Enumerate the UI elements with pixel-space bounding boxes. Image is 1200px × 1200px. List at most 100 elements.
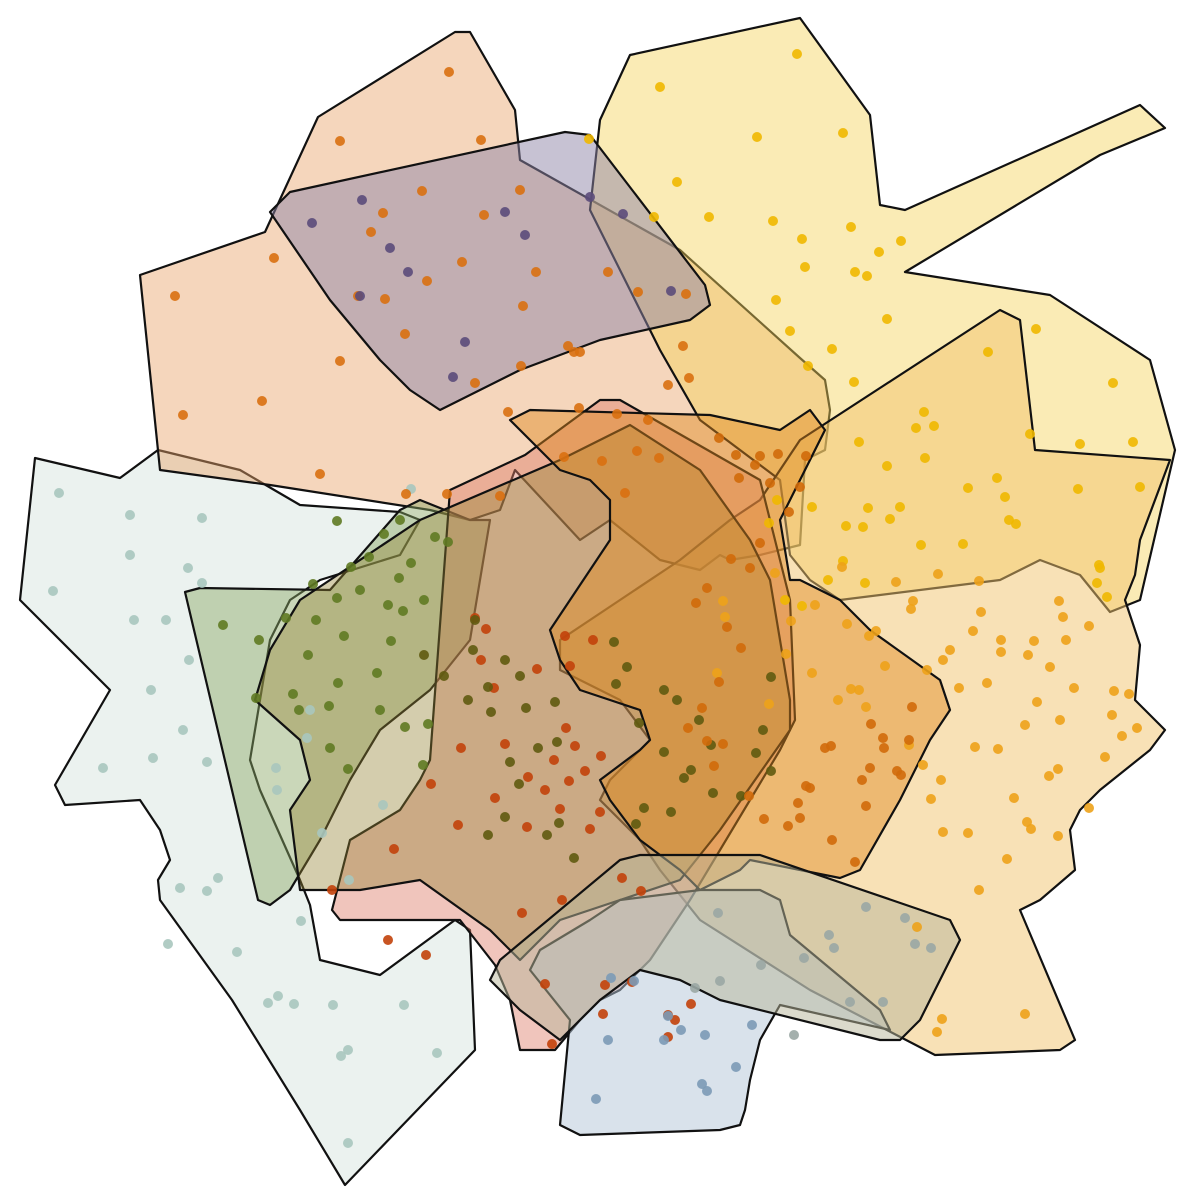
point-olive-brown	[694, 715, 704, 725]
point-yellow	[1025, 429, 1035, 439]
point-mint	[271, 763, 281, 773]
point-olive-brown	[766, 766, 776, 776]
point-light-orange	[996, 647, 1006, 657]
point-olive-brown	[554, 818, 564, 828]
point-salmon-red	[588, 635, 598, 645]
point-light-orange	[932, 1027, 942, 1037]
point-mint	[432, 1048, 442, 1058]
point-light-orange	[1132, 723, 1142, 733]
point-steel-blue	[731, 1062, 741, 1072]
point-mint	[125, 510, 135, 520]
point-light-orange	[963, 828, 973, 838]
point-peach	[518, 301, 528, 311]
point-salmon-red	[570, 741, 580, 751]
point-steel-blue	[603, 1035, 613, 1045]
point-slate-purple	[460, 337, 470, 347]
point-light-orange	[926, 794, 936, 804]
point-light-orange	[908, 596, 918, 606]
point-yellow	[797, 234, 807, 244]
point-stone	[878, 997, 888, 1007]
point-mint	[272, 785, 282, 795]
point-salmon-red	[560, 631, 570, 641]
point-yellow	[1031, 324, 1041, 334]
point-salmon-red	[565, 661, 575, 671]
point-salmon-red	[561, 723, 571, 733]
point-mint	[232, 947, 242, 957]
region-olive-green	[183, 498, 492, 907]
point-salmon-red	[549, 755, 559, 765]
point-yellow	[846, 222, 856, 232]
point-light-orange	[1002, 854, 1012, 864]
point-slate-purple	[585, 192, 595, 202]
point-peach	[422, 276, 432, 286]
region-slate-purple	[268, 130, 712, 412]
point-salmon-red	[481, 624, 491, 634]
point-mint	[328, 1000, 338, 1010]
point-light-orange	[1026, 824, 1036, 834]
point-light-orange	[861, 702, 871, 712]
point-mint	[378, 800, 388, 810]
point-yellow	[1073, 484, 1083, 494]
point-peach	[476, 135, 486, 145]
point-mint	[54, 488, 64, 498]
point-olive-green	[218, 620, 228, 630]
point-olive-brown	[672, 695, 682, 705]
point-salmon-red	[532, 664, 542, 674]
point-amber	[718, 739, 728, 749]
point-amber	[750, 460, 760, 470]
point-yellow	[752, 132, 762, 142]
point-olive-green	[418, 760, 428, 770]
point-olive-brown	[708, 788, 718, 798]
point-peach	[516, 361, 526, 371]
point-stone	[861, 902, 871, 912]
point-peach	[574, 403, 584, 413]
point-salmon-red	[686, 999, 696, 1009]
point-salmon-red	[540, 979, 550, 989]
point-slate-purple	[500, 207, 510, 217]
point-mint	[273, 991, 283, 1001]
point-mint	[317, 828, 327, 838]
point-salmon-red	[564, 776, 574, 786]
point-light-orange	[1117, 731, 1127, 741]
point-mint	[343, 1045, 353, 1055]
point-peach	[643, 415, 653, 425]
point-light-orange	[1107, 710, 1117, 720]
point-light-orange	[1109, 686, 1119, 696]
point-olive-green	[379, 529, 389, 539]
point-light-orange	[1084, 621, 1094, 631]
point-olive-brown	[751, 748, 761, 758]
point-olive-green	[398, 606, 408, 616]
point-amber	[801, 781, 811, 791]
point-salmon-red	[383, 935, 393, 945]
point-olive-green	[355, 585, 365, 595]
point-olive-brown	[609, 637, 619, 647]
point-olive-green	[395, 515, 405, 525]
point-amber	[734, 473, 744, 483]
point-peach	[442, 489, 452, 499]
point-yellow	[895, 502, 905, 512]
point-peach	[632, 446, 642, 456]
point-mint	[163, 939, 173, 949]
point-yellow	[958, 539, 968, 549]
point-light-orange	[938, 655, 948, 665]
point-olive-brown	[611, 679, 621, 689]
point-salmon-red	[596, 751, 606, 761]
point-yellow	[649, 212, 659, 222]
point-olive-brown	[483, 830, 493, 840]
point-salmon-red	[598, 1009, 608, 1019]
point-yellow	[1075, 439, 1085, 449]
point-amber	[904, 735, 914, 745]
point-yellow	[704, 212, 714, 222]
point-mint	[399, 1000, 409, 1010]
point-amber	[793, 798, 803, 808]
point-light-orange	[718, 596, 728, 606]
point-mint	[289, 999, 299, 1009]
point-salmon-red	[547, 1039, 557, 1049]
point-yellow	[882, 314, 892, 324]
point-mint	[161, 615, 171, 625]
point-yellow	[655, 82, 665, 92]
point-steel-blue	[659, 1035, 669, 1045]
point-olive-green	[400, 722, 410, 732]
point-light-orange	[974, 576, 984, 586]
point-peach	[417, 186, 427, 196]
